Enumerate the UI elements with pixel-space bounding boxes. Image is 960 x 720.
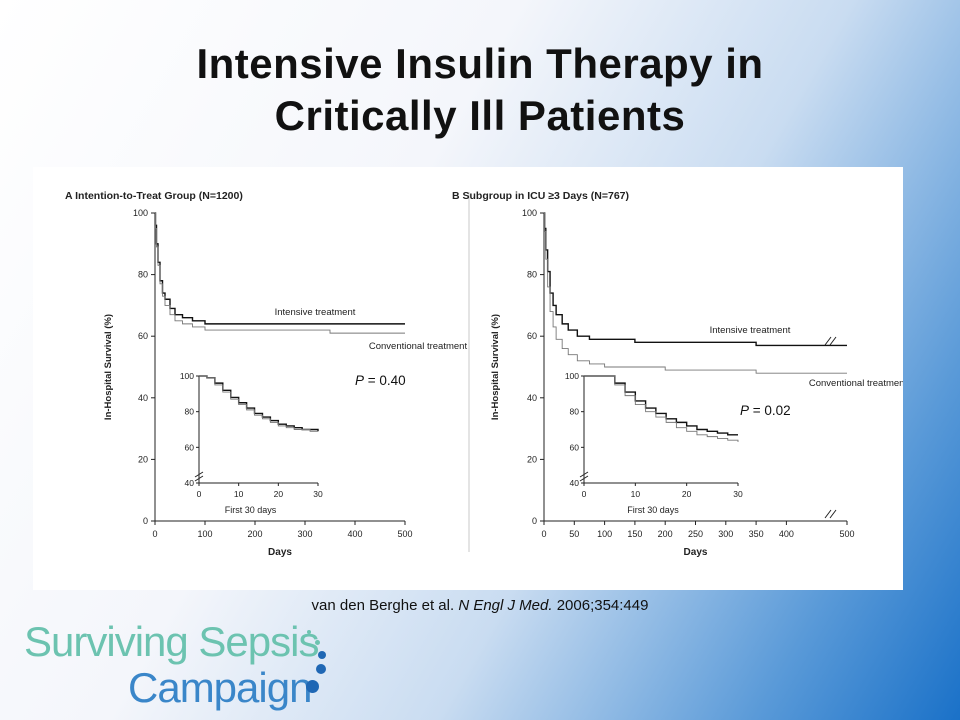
series-line (544, 212, 847, 374)
y-axis-label: In-Hospital Survival (%) (103, 314, 114, 420)
y-tick-label: 60 (527, 331, 537, 341)
inset-y-tick-label: 80 (185, 407, 195, 417)
citation-authors: van den Berghe et al. (311, 597, 459, 614)
inset-x-label: First 30 days (225, 505, 277, 515)
y-tick-label: 80 (138, 270, 148, 280)
inset-y-tick-label: 40 (185, 478, 195, 488)
logo-dot (316, 664, 326, 674)
inset-x-tick-label: 30 (733, 489, 743, 499)
y-tick-label: 60 (138, 331, 148, 341)
x-tick-label: 300 (718, 529, 733, 539)
inset-y-tick-label: 100 (180, 371, 194, 381)
x-tick-label: 300 (297, 529, 312, 539)
logo-line-1: Surviving Sepsis (24, 618, 319, 665)
x-tick-label: 200 (658, 529, 673, 539)
logo-dot (306, 680, 319, 693)
inset-series-line (199, 375, 319, 432)
series-line (155, 212, 405, 334)
x-tick-label: 400 (779, 529, 794, 539)
x-tick-label: 100 (197, 529, 212, 539)
legend-label: Intensive treatment (710, 325, 791, 336)
inset-x-tick-label: 30 (313, 489, 323, 499)
x-axis-break (824, 509, 837, 519)
chart-title: A Intention-to-Treat Group (N=1200) (65, 190, 243, 202)
logo-line-2: Campaign (128, 664, 312, 711)
y-tick-label: 40 (527, 393, 537, 403)
p-value-label: P = 0.02 (740, 403, 791, 418)
y-axis-label: In-Hospital Survival (%) (490, 314, 501, 420)
slide-title: Intensive Insulin Therapy in Critically … (0, 38, 960, 142)
x-tick-label: 50 (569, 529, 579, 539)
curve-break (824, 336, 837, 346)
x-tick-label: 350 (749, 529, 764, 539)
p-value-label: P = 0.40 (355, 373, 406, 388)
y-tick-label: 0 (532, 516, 537, 526)
inset-x-tick-label: 10 (234, 489, 244, 499)
inset-x-tick-label: 0 (582, 489, 587, 499)
x-tick-label: 500 (839, 529, 854, 539)
inset-y-tick-label: 60 (185, 442, 195, 452)
inset-x-label: First 30 days (627, 505, 679, 515)
x-axis-label: Days (684, 547, 708, 558)
title-line-1: Intensive Insulin Therapy in (196, 40, 764, 87)
inset-x-tick-label: 10 (631, 489, 641, 499)
x-tick-label: 0 (152, 529, 157, 539)
chart-title: B Subgroup in ICU ≥3 Days (N=767) (452, 190, 629, 202)
inset-x-tick-label: 20 (682, 489, 692, 499)
x-tick-label: 0 (541, 529, 546, 539)
y-tick-label: 40 (138, 393, 148, 403)
inset-series-line (584, 375, 738, 436)
legend-label: Conventional treatment (809, 378, 903, 389)
legend-label: Conventional treatment (369, 341, 468, 352)
logo-dot (315, 640, 320, 645)
survival-figure: A Intention-to-Treat Group (N=1200) 0 20 40… (33, 167, 903, 590)
inset-y-tick-label: 40 (570, 478, 580, 488)
surviving-sepsis-logo: Surviving Sepsis Campaign (24, 618, 334, 713)
inset-series-line (584, 375, 739, 442)
inset-x-tick-label: 0 (197, 489, 202, 499)
x-tick-label: 150 (627, 529, 642, 539)
x-tick-label: 200 (247, 529, 262, 539)
y-tick-label: 100 (522, 208, 537, 218)
logo-dot (307, 630, 311, 634)
series-line (543, 212, 847, 347)
inset-series-line (199, 375, 318, 432)
y-tick-label: 0 (143, 516, 148, 526)
inset-y-tick-label: 80 (570, 407, 580, 417)
inset-x-tick-label: 20 (274, 489, 284, 499)
title-line-2: Critically Ill Patients (274, 92, 686, 139)
y-tick-label: 80 (527, 270, 537, 280)
inset-axis-break (194, 471, 204, 482)
x-axis-label: Days (268, 547, 292, 558)
legend-label: Intensive treatment (275, 307, 356, 318)
inset-y-tick-label: 60 (570, 442, 580, 452)
y-tick-label: 20 (138, 454, 148, 464)
x-tick-label: 100 (597, 529, 612, 539)
x-tick-label: 400 (347, 529, 362, 539)
citation: van den Berghe et al. N Engl J Med. 2006… (0, 597, 960, 614)
inset-y-tick-label: 100 (565, 371, 579, 381)
x-tick-label: 250 (688, 529, 703, 539)
y-tick-label: 20 (527, 454, 537, 464)
y-tick-label: 100 (133, 208, 148, 218)
citation-volume: 2006;354:449 (552, 597, 649, 614)
survival-figure-svg: A Intention-to-Treat Group (N=1200) 0 20 40… (65, 190, 903, 558)
inset-axis-break (579, 471, 589, 482)
citation-journal: N Engl J Med. (458, 597, 553, 614)
logo-dot (318, 651, 326, 659)
x-tick-label: 500 (397, 529, 412, 539)
series-line (154, 212, 405, 325)
